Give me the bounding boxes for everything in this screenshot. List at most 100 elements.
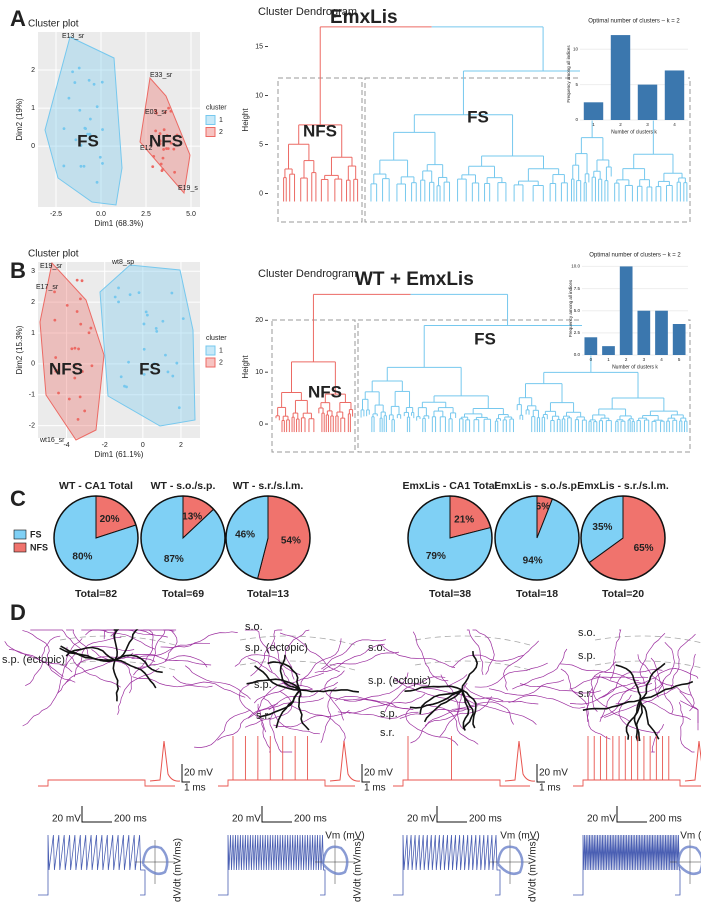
scale-label: 20 mV: [232, 814, 261, 825]
pie-value-label: 6%: [536, 502, 551, 513]
neurite: [461, 651, 479, 691]
point: [75, 310, 79, 313]
point: [161, 319, 165, 323]
neurite: [343, 672, 409, 702]
cluster-hull: [139, 76, 191, 195]
current-trace: [38, 834, 146, 896]
point: [62, 164, 66, 168]
point: [87, 78, 91, 82]
y-axis-label: Height: [241, 108, 250, 132]
neurite: [593, 674, 630, 722]
neurite: [609, 629, 622, 680]
neurite: [256, 682, 313, 714]
pie-value-label: 87%: [164, 554, 184, 565]
neurite: [22, 630, 64, 677]
scale-label: 20 mV: [587, 814, 616, 825]
y-tick-label: 10: [255, 369, 263, 376]
voltage-trace: [38, 779, 175, 787]
y-tick-label: 1: [31, 330, 35, 337]
neurite: [472, 629, 495, 675]
x-tick-label: 1: [607, 357, 610, 362]
voltage-trace: [393, 736, 530, 787]
neurite: [569, 676, 649, 690]
scale-label: 1 ms: [539, 783, 561, 794]
point: [90, 364, 94, 368]
point: [67, 96, 71, 100]
point: [82, 164, 86, 168]
layer-label: s.p. (ectopic): [245, 642, 308, 654]
pie-title: EmxLis - s.r./s.l.m.: [577, 480, 669, 492]
point-label: E19_sr: [40, 263, 63, 270]
layer-label: s.r.: [578, 688, 593, 700]
current-trace: [573, 834, 681, 896]
scale-label: 1 ms: [364, 783, 386, 794]
neurite: [8, 649, 76, 683]
neurite: [560, 668, 589, 722]
layer-boundary: [239, 635, 356, 646]
bar: [672, 324, 686, 355]
y-axis-label: Height: [241, 355, 250, 379]
point: [77, 347, 80, 351]
y-tick-label: 10: [255, 92, 263, 99]
x-tick-label: -2.5: [50, 211, 62, 218]
point: [53, 290, 56, 294]
point: [164, 353, 167, 357]
layer-label: s.p. (ectopic): [368, 675, 431, 687]
dendrogram-heading: WT + EmxLis: [355, 269, 474, 290]
point: [98, 155, 102, 159]
neurite: [329, 696, 411, 710]
point: [152, 362, 156, 366]
pie-outline: [53, 495, 139, 581]
scale-label: 200 ms: [114, 814, 147, 825]
x-tick-label: 1: [592, 122, 595, 127]
spike-waveform: [684, 740, 701, 782]
phase-loop: [496, 845, 524, 875]
y-axis-label: Frequency among all indices: [568, 279, 573, 337]
neurite: [314, 643, 385, 673]
legend-label: 1: [219, 117, 223, 124]
pie-value-label: 54%: [281, 536, 301, 547]
neurite: [598, 669, 663, 699]
point: [154, 129, 158, 133]
point-label: E03_sr: [145, 109, 168, 116]
x-tick-label: 0: [141, 442, 145, 449]
panel-label: A: [10, 6, 26, 31]
point: [83, 126, 87, 130]
neurite: [268, 681, 339, 711]
x-tick-label: -4: [63, 442, 69, 449]
neurite: [114, 659, 157, 689]
neurite: [81, 629, 156, 650]
x-axis-label: Dim1 (61.1%): [95, 450, 144, 459]
neurite: [172, 675, 246, 698]
bar: [637, 84, 658, 120]
cluster-label: FS: [474, 329, 496, 348]
cluster-label: FS: [467, 107, 489, 126]
point: [167, 106, 171, 110]
point-label: E13_sr: [62, 33, 85, 40]
point: [95, 105, 99, 109]
scale-label: 200 ms: [649, 814, 682, 825]
x-tick-label: 0.0: [96, 211, 106, 218]
bar: [602, 346, 615, 355]
scale-label: 20 mV: [407, 814, 436, 825]
point: [57, 391, 60, 395]
point: [117, 300, 120, 304]
legend-label: FS: [30, 529, 42, 539]
neurite: [488, 679, 565, 696]
neurite: [464, 696, 537, 725]
neurite: [66, 629, 91, 659]
y-axis-label: Dim2 (19%): [15, 98, 24, 141]
neurite: [114, 654, 163, 674]
x-tick-label: 3: [643, 357, 646, 362]
neurite: [269, 708, 293, 753]
bar: [664, 70, 685, 120]
neurite: [639, 662, 666, 701]
point: [166, 370, 170, 374]
point: [154, 109, 157, 112]
phase-loop: [141, 845, 169, 875]
neurite: [163, 629, 178, 662]
neurite: [474, 662, 548, 688]
neurite: [508, 695, 586, 709]
neurite: [284, 629, 310, 680]
neurite: [519, 683, 601, 694]
